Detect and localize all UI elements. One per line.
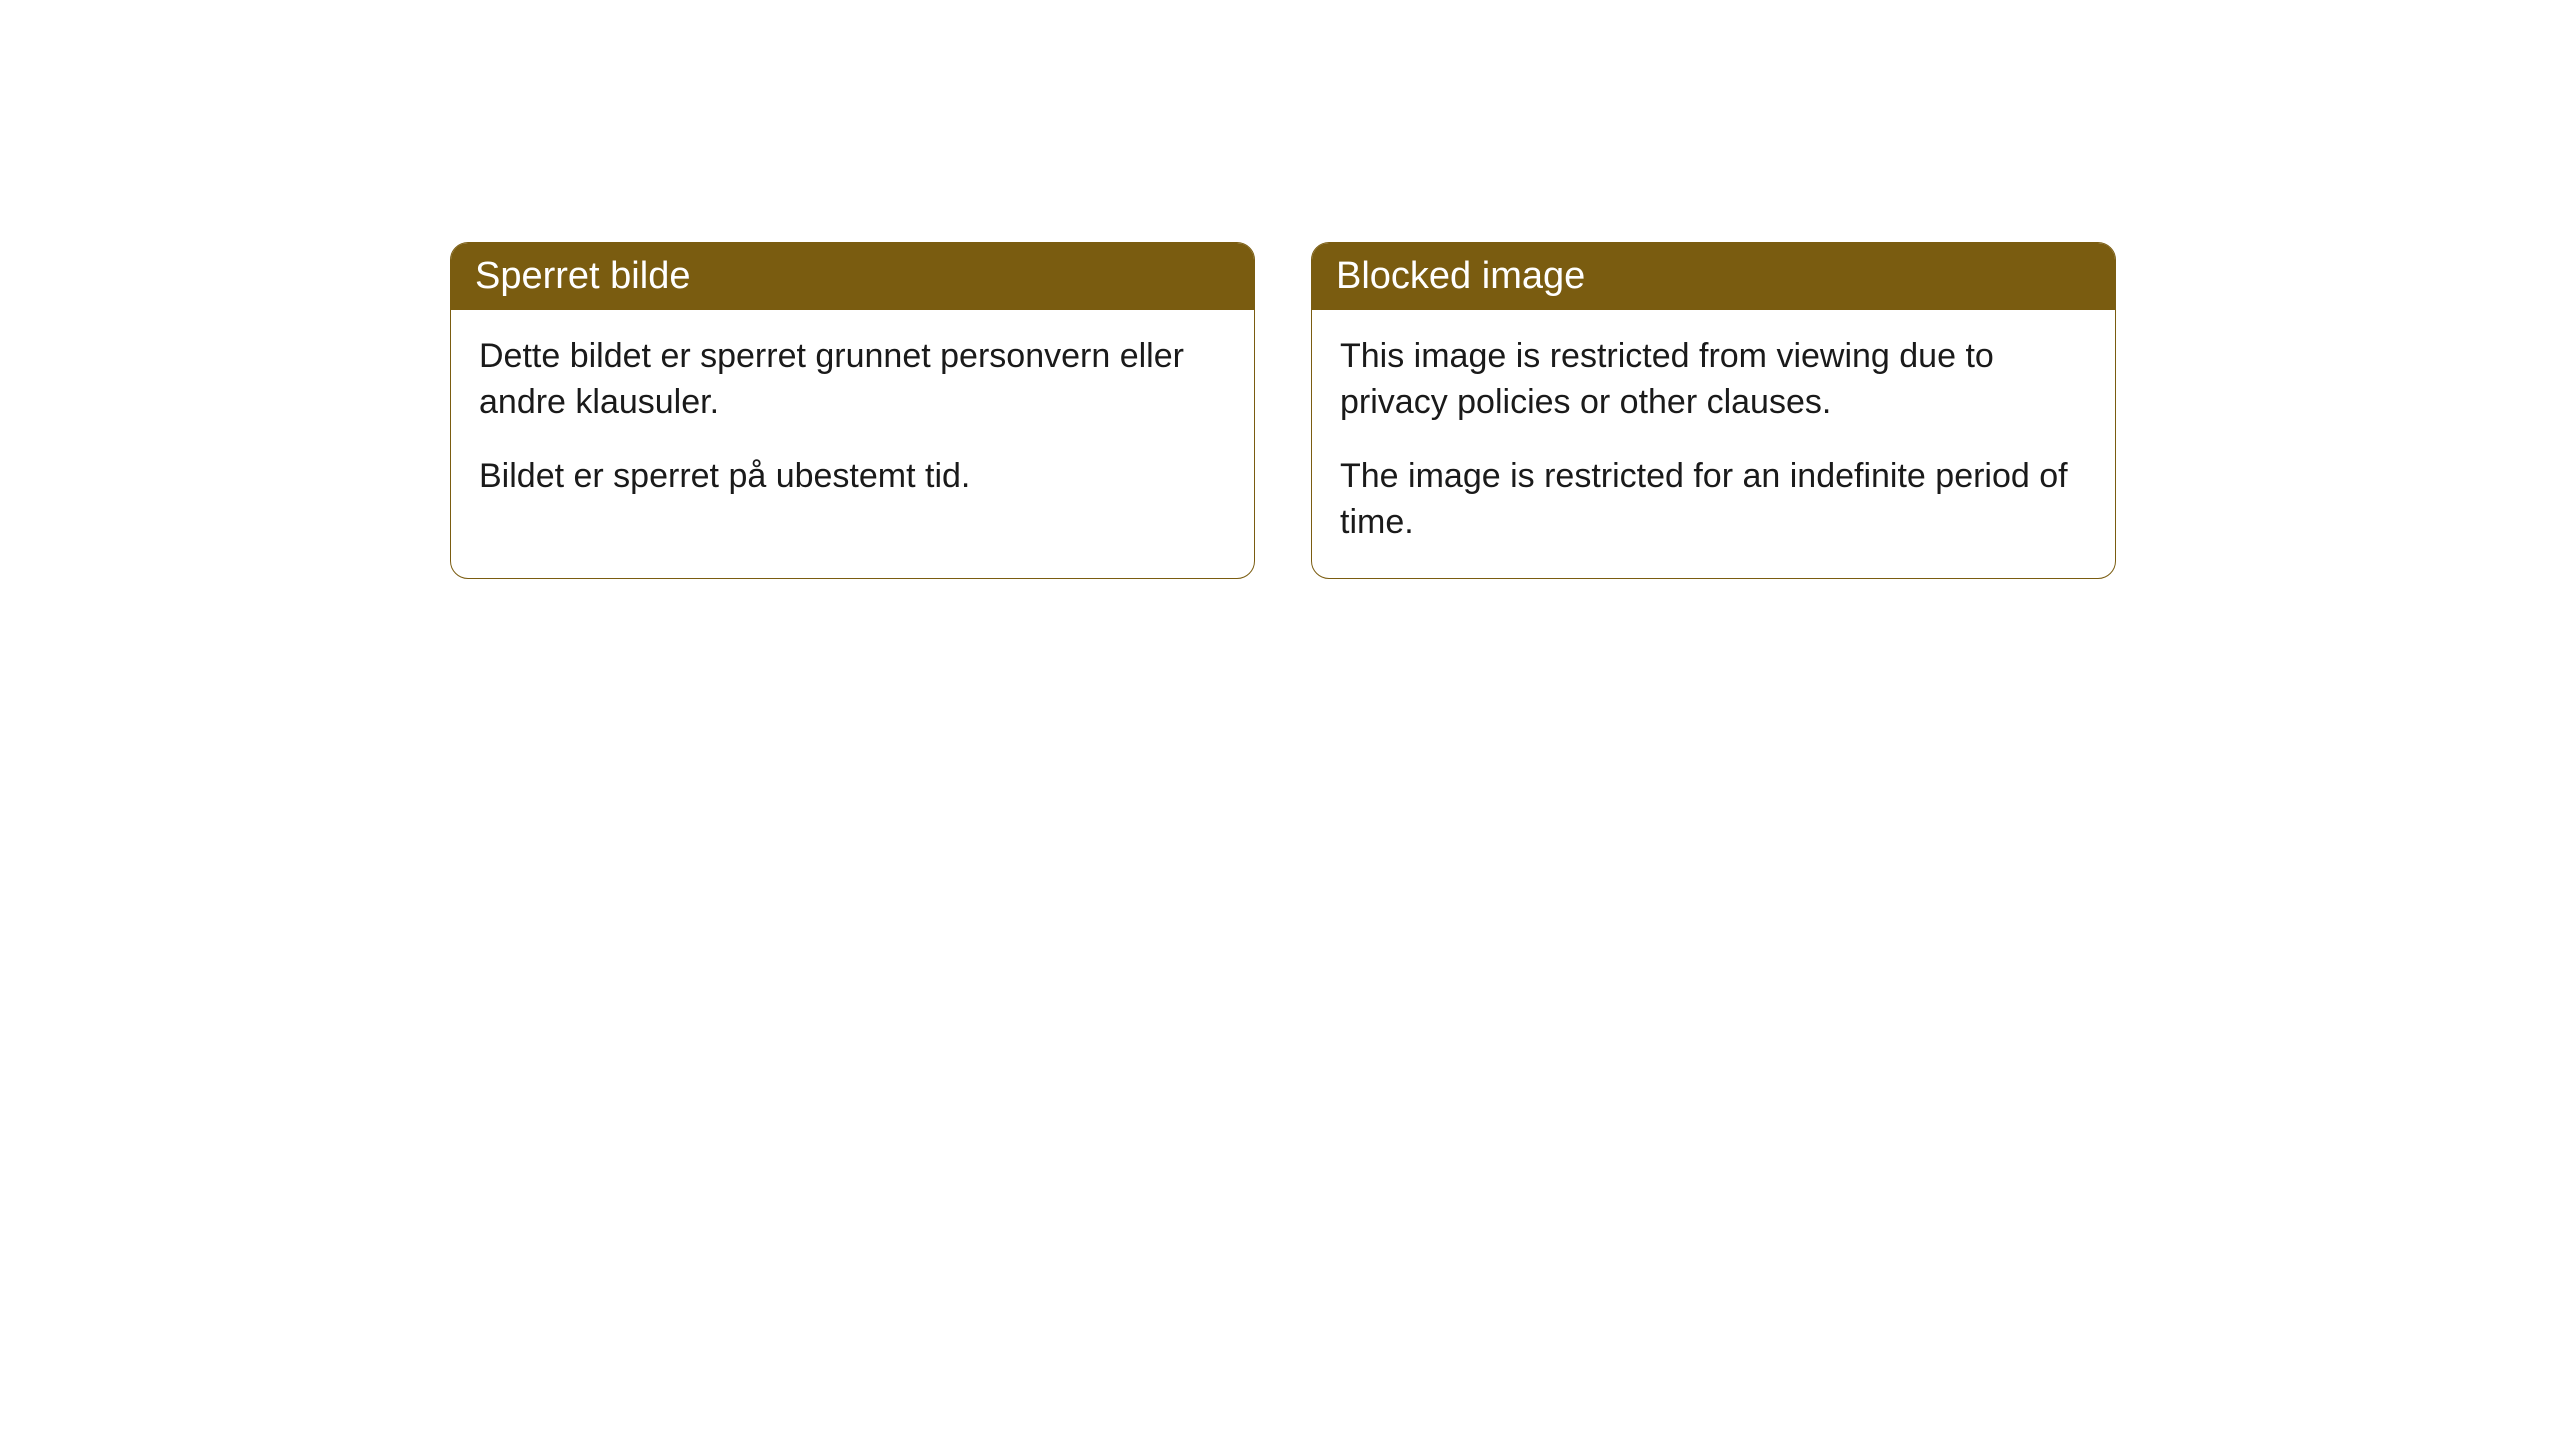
card-body-norwegian: Dette bildet er sperret grunnet personve… (451, 310, 1254, 532)
card-body-english: This image is restricted from viewing du… (1312, 310, 2115, 578)
card-paragraph-1-norwegian: Dette bildet er sperret grunnet personve… (479, 334, 1226, 426)
card-paragraph-2-norwegian: Bildet er sperret på ubestemt tid. (479, 454, 1226, 500)
card-norwegian: Sperret bilde Dette bildet er sperret gr… (450, 242, 1255, 579)
card-header-english: Blocked image (1312, 243, 2115, 310)
card-paragraph-1-english: This image is restricted from viewing du… (1340, 334, 2087, 426)
cards-container: Sperret bilde Dette bildet er sperret gr… (450, 242, 2116, 579)
card-paragraph-2-english: The image is restricted for an indefinit… (1340, 454, 2087, 546)
card-header-norwegian: Sperret bilde (451, 243, 1254, 310)
card-english: Blocked image This image is restricted f… (1311, 242, 2116, 579)
